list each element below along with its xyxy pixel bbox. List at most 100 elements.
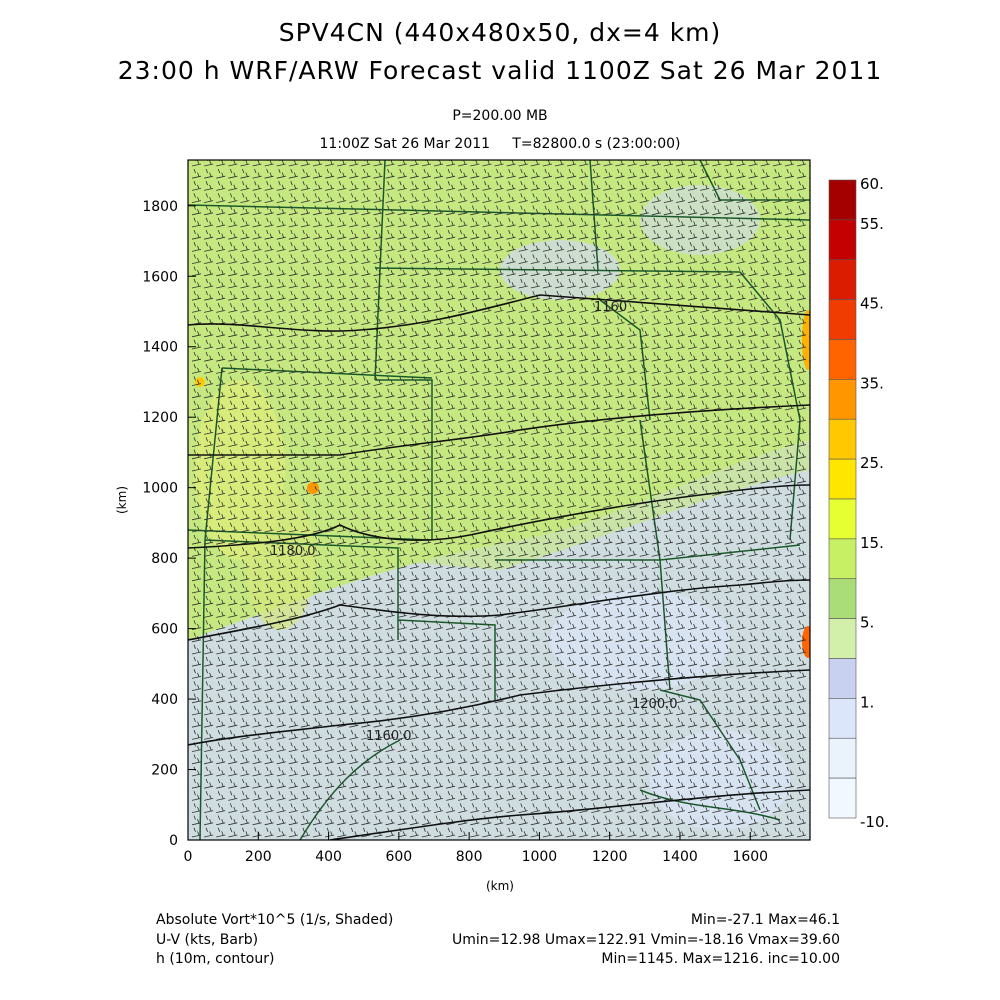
wind-barb (663, 559, 673, 569)
wind-barb (567, 791, 577, 801)
wind-barb (639, 522, 649, 533)
wind-barb (639, 449, 649, 460)
wind-barb (506, 559, 516, 569)
wind-barb (663, 327, 673, 338)
wind-barb (760, 425, 770, 435)
wind-barb (252, 412, 262, 423)
wind-barb (264, 742, 274, 752)
wind-barb (736, 449, 746, 460)
wind-barb (518, 327, 528, 338)
wind-barb (712, 327, 722, 338)
wind-barb (204, 400, 214, 411)
wind-barb (554, 827, 565, 838)
wind-barb (736, 754, 746, 765)
wind-barb (409, 242, 419, 252)
wind-barb (216, 595, 226, 606)
wind-barb (325, 693, 335, 704)
wind-barb (506, 473, 516, 484)
wind-barb (409, 376, 419, 386)
wind-barb (409, 815, 419, 826)
wind-barb (191, 193, 202, 203)
wind-barb (518, 278, 528, 289)
wind-barb (349, 388, 359, 399)
wind-barb (712, 351, 722, 362)
wind-barb (204, 644, 214, 655)
wind-barb (784, 681, 794, 691)
wind-barb (591, 388, 601, 399)
wind-barb (700, 742, 710, 752)
wind-barb (567, 669, 577, 679)
wind-barb (530, 791, 540, 801)
wind-barb (482, 437, 492, 447)
wind-barb (554, 608, 565, 618)
wind-barb (518, 217, 528, 228)
wind-barb (542, 473, 552, 484)
wind-barb (639, 778, 649, 789)
wind-barb (397, 742, 407, 752)
wind-barb (651, 181, 661, 191)
wind-barb (252, 815, 262, 826)
wind-barb (288, 669, 298, 679)
wind-barb (228, 815, 238, 826)
wind-barb (409, 644, 419, 655)
wind-barb (700, 400, 710, 411)
wind-barb (204, 547, 214, 557)
wind-barb (482, 559, 492, 569)
wind-barb (748, 266, 758, 277)
wind-barb (748, 766, 758, 777)
colorbar-swatch (828, 578, 857, 619)
wind-barb (772, 449, 782, 460)
wind-barb (228, 364, 238, 374)
wind-barb (748, 181, 758, 191)
wind-barb (603, 266, 613, 277)
wind-barb (712, 339, 722, 350)
wind-barb (700, 717, 710, 728)
wind-barb (325, 351, 335, 362)
wind-barb (567, 315, 577, 325)
wind-barb (796, 791, 807, 801)
wind-barb (409, 559, 419, 569)
wind-barb (567, 815, 577, 826)
wind-barb (506, 303, 516, 313)
wind-barb (409, 412, 419, 423)
wind-barb (712, 168, 722, 179)
wind-barb (784, 486, 794, 496)
wind-barb (554, 461, 565, 472)
wind-barb (494, 315, 504, 325)
wind-barb (700, 547, 710, 557)
wind-barb (325, 205, 335, 216)
wind-barb (482, 742, 492, 752)
wind-barb (216, 376, 226, 386)
wind-barb (204, 473, 214, 484)
wind-barb (325, 376, 335, 386)
wind-barb (433, 193, 444, 203)
wind-barb (204, 583, 214, 594)
wind-barb (760, 681, 770, 691)
wind-barb (421, 669, 431, 679)
wind-barb (700, 522, 710, 533)
wind-barb (470, 486, 480, 496)
wind-barb (397, 656, 407, 667)
wind-barb (216, 168, 226, 179)
wind-barb (506, 705, 516, 716)
wind-barb (639, 217, 649, 228)
wind-barb (651, 534, 661, 545)
wind-barb (397, 461, 407, 472)
wind-barb (216, 559, 226, 569)
wind-barb (252, 168, 262, 179)
wind-barb (639, 364, 649, 374)
wind-barb (675, 181, 686, 191)
wind-barb (373, 486, 383, 496)
wind-barb (675, 388, 686, 399)
wind-barb (385, 571, 395, 582)
wind-barb (264, 168, 274, 179)
wind-barb (772, 766, 782, 777)
wind-barb (530, 364, 540, 374)
wind-barb (325, 778, 335, 789)
wind-barb (337, 266, 347, 277)
wind-barb (688, 705, 698, 716)
wind-barb (627, 766, 637, 777)
wind-barb (325, 290, 335, 301)
wind-barb (651, 742, 661, 752)
wind-barb (796, 315, 807, 325)
